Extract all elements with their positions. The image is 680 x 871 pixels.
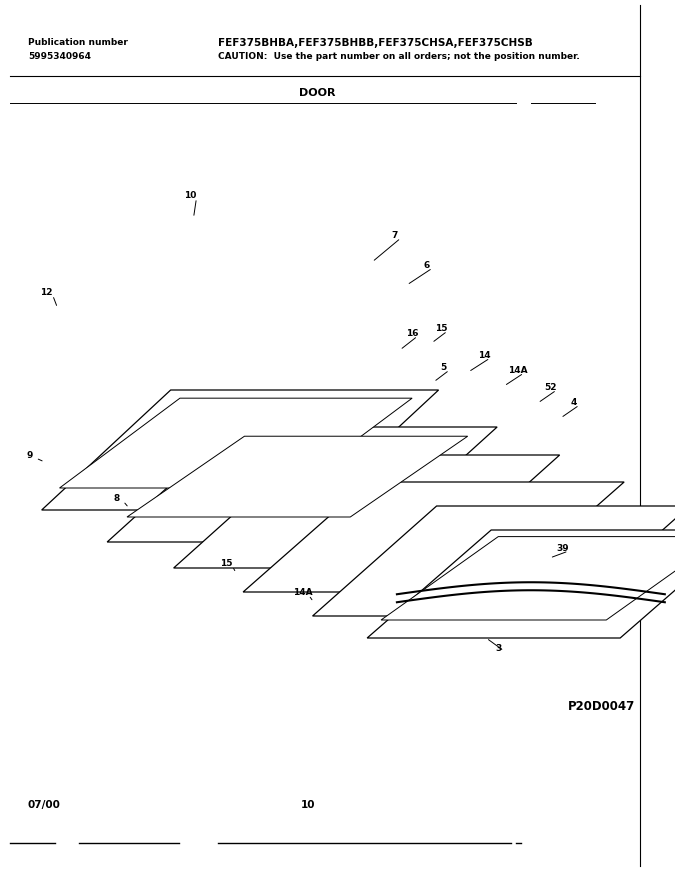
Polygon shape: [60, 398, 412, 488]
Text: 4: 4: [571, 397, 577, 407]
Text: CAUTION:  Use the part number on all orders; not the position number.: CAUTION: Use the part number on all orde…: [218, 52, 580, 61]
Text: 14: 14: [478, 350, 490, 360]
Text: 7: 7: [392, 231, 398, 240]
Text: 8: 8: [114, 494, 120, 503]
Text: FEF375BHBA,FEF375BHBB,FEF375CHSA,FEF375CHSB: FEF375BHBA,FEF375BHBB,FEF375CHSA,FEF375C…: [218, 38, 533, 48]
Polygon shape: [381, 537, 680, 620]
Text: 9: 9: [27, 450, 33, 460]
Polygon shape: [367, 530, 680, 638]
Text: Publication number: Publication number: [28, 38, 128, 47]
Text: 14A: 14A: [508, 366, 528, 375]
Polygon shape: [173, 455, 560, 568]
Text: 10: 10: [184, 191, 197, 199]
Text: P20D0047: P20D0047: [568, 700, 635, 713]
Polygon shape: [127, 436, 468, 517]
Text: 5: 5: [441, 362, 447, 372]
Text: 39: 39: [556, 544, 569, 552]
Text: DOOR: DOOR: [299, 88, 336, 98]
Text: 12: 12: [40, 287, 53, 296]
Text: 16: 16: [405, 328, 418, 337]
Text: 15: 15: [435, 323, 448, 333]
Text: 6: 6: [424, 260, 430, 269]
Polygon shape: [313, 506, 680, 616]
Text: 5995340964: 5995340964: [28, 52, 91, 61]
Text: 3: 3: [495, 644, 501, 652]
Polygon shape: [41, 390, 439, 510]
Text: 15: 15: [220, 558, 233, 568]
Polygon shape: [243, 482, 624, 592]
Polygon shape: [107, 427, 497, 542]
Text: 10: 10: [301, 800, 315, 810]
Text: 52: 52: [545, 382, 557, 391]
Text: 07/00: 07/00: [28, 800, 61, 810]
Text: 14A: 14A: [293, 588, 312, 597]
